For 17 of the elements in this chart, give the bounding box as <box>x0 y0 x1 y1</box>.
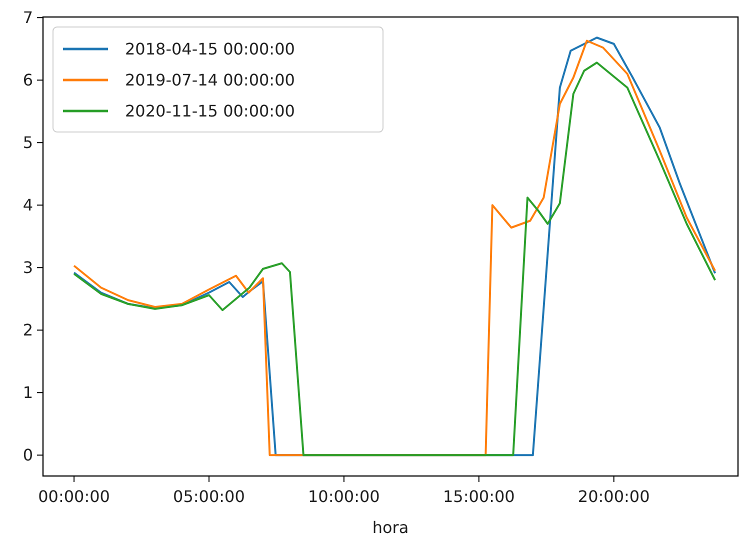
y-tick-label: 7 <box>22 8 33 28</box>
y-tick-label: 4 <box>22 196 33 215</box>
x-tick-label: 00:00:00 <box>38 487 110 506</box>
y-tick-label: 0 <box>22 446 33 465</box>
legend-label: 2018-04-15 00:00:00 <box>125 40 295 59</box>
x-tick-label: 20:00:00 <box>578 487 650 506</box>
x-tick-label: 05:00:00 <box>173 487 245 506</box>
legend-label: 2020-11-15 00:00:00 <box>125 102 295 121</box>
legend-label: 2019-07-14 00:00:00 <box>125 70 295 90</box>
y-tick-label: 1 <box>22 383 33 402</box>
y-tick-label: 3 <box>22 258 33 278</box>
x-tick-label: 10:00:00 <box>308 487 380 506</box>
y-tick-label: 6 <box>22 70 33 90</box>
x-axis-title: hora <box>372 518 409 537</box>
y-tick-label: 5 <box>22 133 33 152</box>
y-tick-label: 2 <box>22 320 33 340</box>
x-tick-label: 15:00:00 <box>442 487 515 506</box>
